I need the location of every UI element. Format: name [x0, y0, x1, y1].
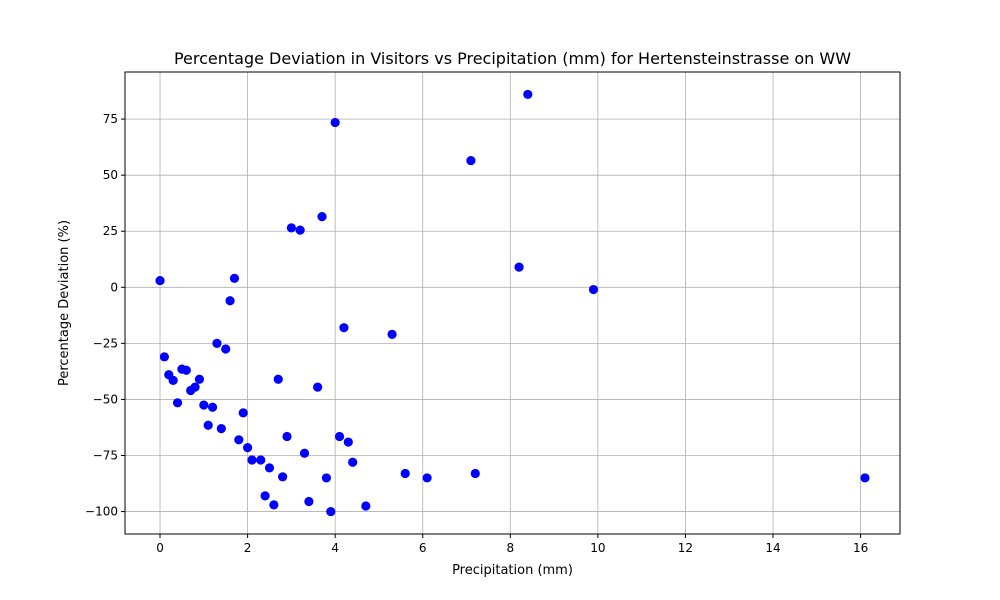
x-tick-label: 10	[590, 541, 605, 555]
data-point	[361, 501, 371, 511]
data-point	[242, 443, 253, 453]
data-point	[299, 448, 310, 458]
data-point	[216, 423, 226, 434]
data-point	[400, 468, 410, 479]
data-point	[225, 296, 235, 306]
data-point	[212, 338, 222, 348]
data-point	[238, 408, 248, 418]
data-point	[422, 473, 432, 483]
y-tick-label: −25	[93, 336, 118, 350]
data-point	[194, 374, 205, 384]
data-point	[234, 435, 244, 445]
data-point	[343, 437, 353, 447]
data-point	[199, 400, 209, 410]
x-tick-label: 8	[506, 541, 514, 555]
data-point	[387, 329, 397, 339]
data-point	[334, 431, 345, 442]
data-point	[860, 473, 870, 483]
data-point	[168, 375, 178, 385]
data-point	[190, 382, 200, 392]
data-point	[207, 402, 218, 412]
y-tick-label: −75	[93, 449, 118, 463]
data-point	[339, 323, 349, 333]
y-tick-label: 0	[110, 280, 118, 294]
plot-frame	[124, 71, 901, 535]
chart-title: Percentage Deviation in Visitors vs Prec…	[174, 49, 851, 68]
y-tick-label: 25	[103, 224, 118, 238]
x-tick-label: 4	[331, 541, 339, 555]
data-points	[155, 89, 870, 517]
data-point	[264, 463, 275, 473]
data-point	[326, 506, 336, 517]
data-point	[181, 365, 191, 375]
y-tick-label: −100	[85, 505, 118, 519]
data-point	[348, 457, 358, 467]
data-point	[514, 262, 524, 272]
x-tick-label: 16	[853, 541, 868, 555]
x-tick-label: 14	[765, 541, 780, 555]
data-point	[321, 473, 332, 483]
data-point	[155, 275, 165, 286]
data-point	[588, 284, 599, 295]
data-point	[260, 491, 270, 501]
data-point	[286, 223, 296, 233]
y-tick-label: 50	[103, 168, 118, 182]
data-point	[229, 273, 240, 283]
data-point	[273, 374, 283, 384]
data-point	[256, 455, 266, 465]
x-axis-label: Precipitation (mm)	[452, 563, 573, 578]
data-point	[313, 382, 323, 392]
data-point	[269, 500, 279, 510]
data-point	[466, 155, 476, 166]
data-point	[304, 496, 314, 507]
y-tick-label: 75	[103, 112, 118, 126]
data-point	[203, 420, 213, 430]
data-point	[247, 455, 257, 465]
axis-ticks: 0 2 4 6 8 10 12 14 16 −100 −75 −50 −25 0 25 50 75	[85, 112, 868, 555]
data-point	[159, 352, 170, 362]
data-point	[470, 468, 480, 479]
x-tick-label: 6	[419, 541, 427, 555]
x-tick-label: 0	[156, 541, 164, 555]
data-point	[523, 89, 533, 100]
data-point	[221, 344, 231, 354]
grid-lines	[125, 72, 900, 534]
y-axis-label: Percentage Deviation (%)	[57, 220, 72, 386]
data-point	[278, 472, 288, 482]
data-point	[172, 398, 183, 408]
data-point	[330, 117, 340, 128]
x-tick-label: 12	[678, 541, 693, 555]
data-point	[317, 212, 327, 222]
y-tick-label: −50	[93, 392, 118, 406]
data-point	[282, 431, 292, 442]
x-tick-label: 2	[244, 541, 252, 555]
data-point	[295, 225, 305, 235]
